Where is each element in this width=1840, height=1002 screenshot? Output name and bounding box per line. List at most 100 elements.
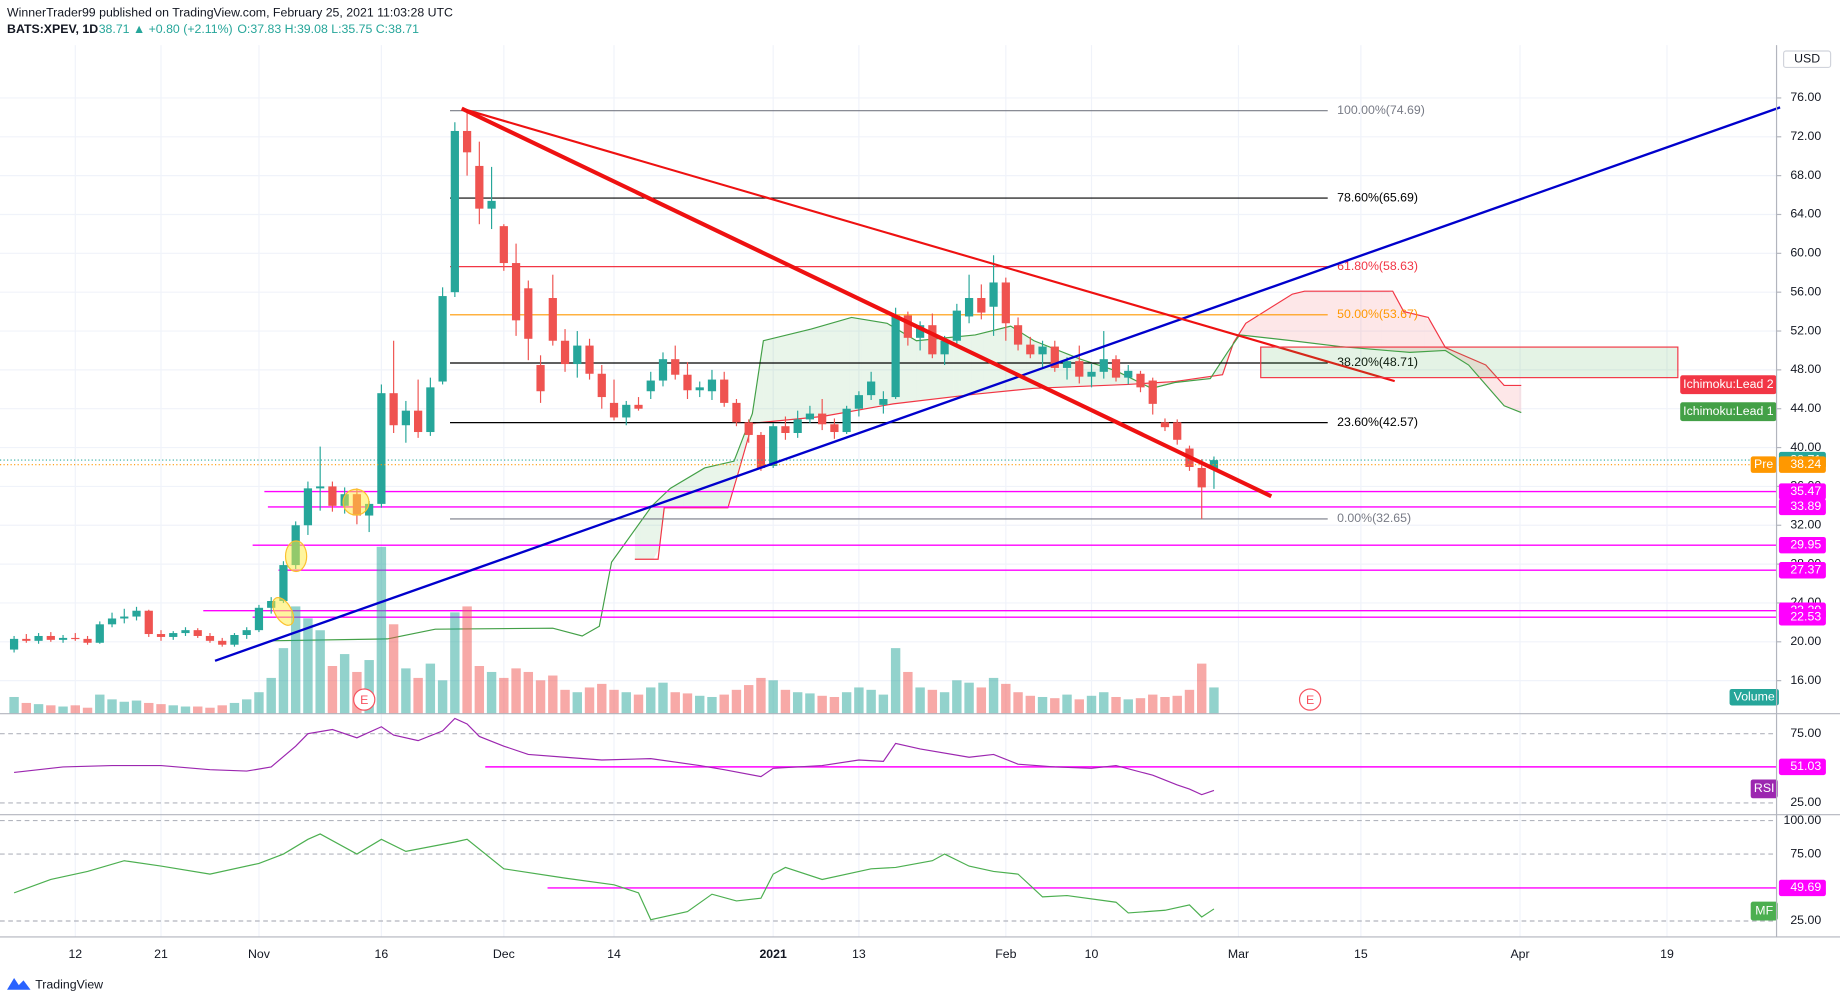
cloud-fill bbox=[1271, 303, 1278, 340]
x-tick-label: Feb bbox=[995, 947, 1016, 961]
rectangle bbox=[1260, 346, 1679, 379]
cloud-fill bbox=[1008, 326, 1015, 391]
volume-bar bbox=[768, 680, 778, 714]
candle-body bbox=[1148, 380, 1157, 404]
symbol: BATS:XPEV, 1D bbox=[7, 22, 98, 36]
candle-body bbox=[1075, 361, 1084, 377]
volume-label: Volume bbox=[1734, 689, 1775, 703]
candle-body bbox=[903, 315, 912, 338]
volume-bar bbox=[805, 693, 815, 714]
cloud-fill bbox=[677, 480, 684, 508]
volume-bar bbox=[242, 699, 252, 714]
volume-bar bbox=[1086, 695, 1097, 714]
cloud-fill bbox=[1308, 291, 1315, 344]
candle-body bbox=[597, 373, 606, 398]
indicator-line bbox=[13, 833, 1215, 921]
cloud-fill bbox=[855, 318, 862, 411]
volume-bar bbox=[1013, 692, 1023, 714]
cloud-fill bbox=[1449, 349, 1456, 357]
x-tick-label: 10 bbox=[1085, 947, 1099, 961]
volume-bar bbox=[695, 695, 705, 714]
candle-body bbox=[952, 310, 961, 341]
candle-body bbox=[71, 637, 80, 640]
volume-bar bbox=[1135, 698, 1146, 714]
volume-bar bbox=[780, 689, 791, 714]
volume-bar bbox=[425, 663, 436, 714]
cloud-fill bbox=[1393, 293, 1401, 352]
volume-bar bbox=[535, 680, 546, 714]
y-tick-label: 25.00 bbox=[1790, 913, 1821, 927]
volume-bar bbox=[82, 707, 93, 714]
cloud-fill bbox=[824, 323, 831, 417]
cloud-fill bbox=[959, 335, 966, 397]
volume-bar bbox=[1062, 694, 1072, 714]
candle-body bbox=[377, 393, 386, 504]
candle-body bbox=[46, 635, 55, 640]
candle-body bbox=[1001, 282, 1010, 324]
volume-bar bbox=[621, 692, 631, 714]
y-tick-label: 64.00 bbox=[1790, 207, 1821, 221]
cloud-fill bbox=[1283, 295, 1290, 341]
footer: TradingView bbox=[35, 977, 103, 991]
volume-bar bbox=[193, 706, 203, 714]
candle-body bbox=[426, 387, 435, 433]
candle-body bbox=[365, 503, 374, 516]
fib-label: 61.80%(58.63) bbox=[1337, 259, 1418, 273]
cloud-fill bbox=[1406, 312, 1413, 353]
candle-body bbox=[156, 634, 166, 637]
candle-body bbox=[842, 408, 851, 433]
volume-bar bbox=[792, 692, 803, 714]
candle-body bbox=[1111, 359, 1121, 378]
y-tick-label: 20.00 bbox=[1790, 634, 1821, 648]
cloud-fill bbox=[1289, 293, 1296, 342]
volume-bar bbox=[119, 701, 129, 714]
level-label: 22.53 bbox=[1790, 609, 1821, 623]
cloud-fill bbox=[1253, 314, 1260, 338]
cloud-fill bbox=[757, 340, 764, 423]
x-tick-label: 15 bbox=[1354, 947, 1368, 961]
volume-bar bbox=[609, 689, 619, 714]
cloud-fill bbox=[1357, 291, 1364, 349]
cloud-fill bbox=[1338, 291, 1345, 347]
volume-bar bbox=[437, 680, 448, 714]
volume-bar bbox=[499, 677, 509, 714]
candle-body bbox=[120, 616, 129, 619]
volume-bar bbox=[572, 692, 582, 714]
candle-body bbox=[818, 413, 827, 425]
cloud-fill bbox=[812, 326, 819, 418]
cloud-fill bbox=[1430, 321, 1437, 352]
volume-bar bbox=[486, 671, 497, 714]
cloud-fill bbox=[671, 483, 678, 508]
indicator-box bbox=[1750, 901, 1778, 921]
legend-box bbox=[1680, 375, 1777, 395]
cloud-fill bbox=[1344, 291, 1352, 348]
volume-bar bbox=[1099, 692, 1109, 714]
y-tick-label: 52.00 bbox=[1790, 323, 1821, 337]
volume-bar bbox=[303, 618, 313, 714]
candle-body bbox=[744, 422, 753, 435]
volume-bar bbox=[584, 687, 595, 714]
cloud-fill bbox=[922, 339, 929, 401]
candle-body bbox=[499, 226, 508, 264]
volume-bar bbox=[144, 702, 154, 714]
cloud-fill bbox=[1326, 291, 1333, 346]
volume-bar bbox=[46, 705, 56, 714]
volume-bar bbox=[1148, 694, 1158, 714]
trend-line bbox=[214, 106, 1781, 662]
cloud-fill bbox=[1351, 291, 1358, 348]
volume-bar bbox=[1037, 696, 1048, 714]
candle-body bbox=[83, 638, 92, 643]
cloud-fill bbox=[775, 336, 782, 422]
fib-label: 100.00%(74.69) bbox=[1337, 103, 1425, 117]
ohlc-text: O:37.83 H:39.08 L:35.75 C:38.71 bbox=[237, 22, 419, 36]
cloud-fill bbox=[1516, 385, 1522, 413]
price-box bbox=[1778, 456, 1826, 473]
cloud-fill bbox=[1369, 291, 1376, 350]
candle-body bbox=[1197, 467, 1206, 488]
cloud-fill bbox=[1510, 385, 1517, 411]
cloud-fill bbox=[781, 334, 788, 421]
cloud-fill bbox=[1277, 299, 1284, 340]
fib-label: 50.00%(53.67) bbox=[1337, 307, 1418, 321]
cloud-fill bbox=[1412, 313, 1419, 353]
cloud-fill bbox=[634, 521, 641, 560]
